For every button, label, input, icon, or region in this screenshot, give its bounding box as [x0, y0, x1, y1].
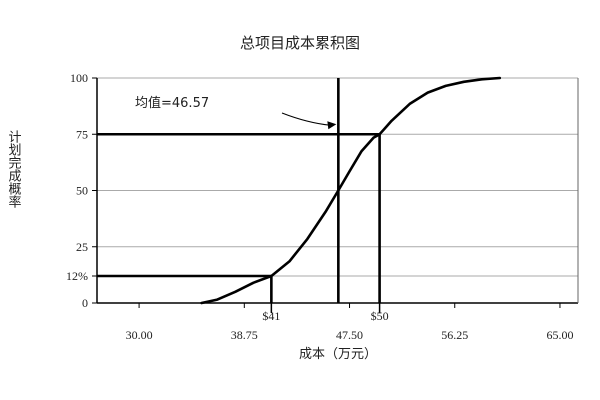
chart-title: 总项目成本累积图 [240, 34, 360, 52]
y-tick-label: 12% [66, 269, 88, 283]
x-tick-label: 38.75 [231, 328, 258, 342]
y-tick-label: 75 [76, 127, 88, 141]
y-tick-label: 25 [76, 240, 88, 254]
x-tick-label: 65.00 [546, 328, 573, 342]
annotation-arrowhead [327, 121, 337, 130]
annotation-arrow-line [281, 112, 331, 126]
mean-annotation: 均值=46.57 [135, 95, 209, 111]
y-tick-label: 100 [70, 71, 88, 85]
y-tick-label: 50 [76, 184, 88, 198]
x-axis-label: 成本（万元） [299, 347, 377, 362]
y-tick-label: 0 [82, 296, 88, 310]
cumulative-curve [200, 76, 502, 305]
marker-label: $41 [262, 309, 280, 323]
x-tick-label: 56.25 [441, 328, 468, 342]
marker-label: $50 [371, 309, 389, 323]
y-axis-label: 计划完成概率 [6, 130, 22, 208]
x-tick-label: 30.00 [126, 328, 153, 342]
x-tick-label: 47.50 [336, 328, 363, 342]
